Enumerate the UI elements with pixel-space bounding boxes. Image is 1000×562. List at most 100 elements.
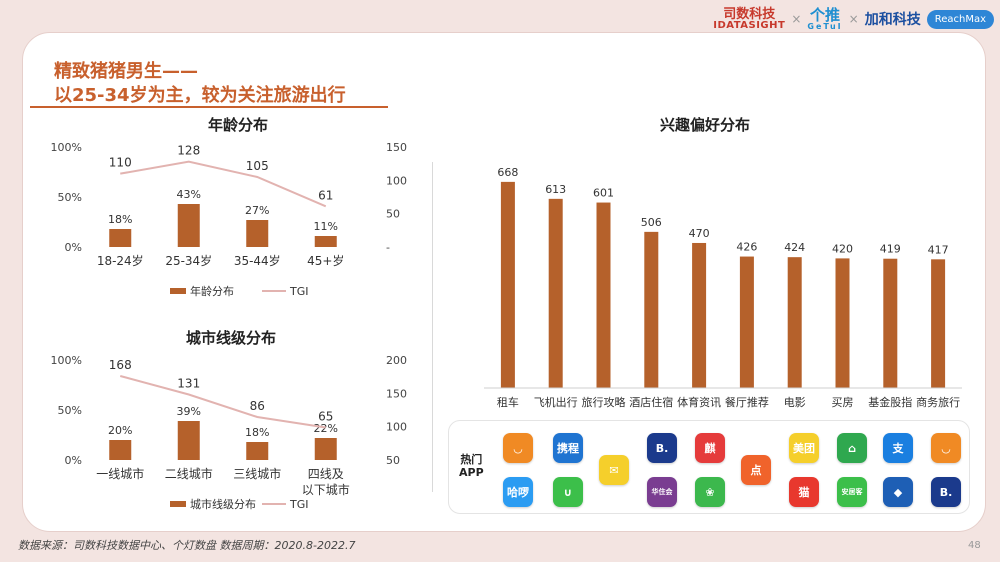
sishu-logo-text: 司数科技 [723,6,776,22]
haluo-icon: 哈啰 [503,477,533,507]
interest-category-label: 商务旅行 [916,395,960,409]
interest-category-label: 基金股指 [868,395,912,409]
fortune-icon: ❀ [695,477,725,507]
city-bar-label: 39% [177,405,201,418]
city-tgi-label: 168 [109,358,132,372]
age-legend-bar-swatch [170,288,186,294]
logo-separator: × [791,12,802,26]
getui-logo-text: 个推 [810,5,841,24]
tongcheng-icon: ∪ [553,477,583,507]
interest-value-label: 420 [832,242,853,255]
age-tgi-label: 61 [318,188,333,202]
getui-logo-en: GeTuI [807,21,843,31]
interest-preference-chart: 668 租车 613 飞机出行 601 旅行攻略 506 酒店住宿 470 体育资讯 426 餐厅推荐… [484,166,962,409]
age-right-tick: - [386,241,390,254]
age-right-tick: 100 [386,174,407,187]
city-bar [314,438,337,460]
age-bar [246,220,269,247]
city-category-label: 一线城市 [96,466,144,481]
interest-category-label: 旅行攻略 [582,395,626,409]
age-legend-bar-label: 年龄分布 [190,284,234,298]
city-tier-chart: 0% 50% 100% 50 100 150 200 20% 39% 18% 22% 168 131 86… [51,354,407,511]
city-legend-line-label: TGI [289,498,309,511]
interest-value-label: 426 [736,241,757,254]
city-right-tick: 150 [386,387,407,400]
age-bar [314,236,337,247]
age-left-tick: 50% [58,191,82,204]
age-tgi-label: 128 [177,144,200,158]
city-chart-title: 城市线级分布 [186,329,277,347]
age-category-label: 18-24岁 [97,253,144,268]
interest-category-label: 酒店住宿 [629,395,673,409]
interest-category-label: 买房 [832,396,854,409]
age-right-tick: 50 [386,208,400,221]
age-bar [109,229,132,247]
interest-value-label: 506 [641,216,662,229]
age-distribution-chart: 0% 50% 100% - 50 100 150 18% 43% 27% 11% 110 128 105 6… [51,141,407,298]
interest-bar [644,231,659,388]
interest-bar [548,198,563,388]
interest-category-label: 飞机出行 [534,395,578,409]
hot-apps-panel: 热门 APP ◡ 哈啰 携程 ∪ ✉ B. 华住会麒 ❀ 点美团猫 ⌂ 安居客支 ◆ ◡ B. [448,420,970,514]
city-tgi-line [119,375,326,429]
page-title: 精致猪猪男生—— 以25-34岁为主，较为关注旅游出行 [54,60,346,108]
title-underline [30,106,388,108]
didi-icon: ◡ [503,433,533,463]
city-bar-label: 20% [108,424,132,437]
didi-2-icon: ◡ [931,433,961,463]
city-left-tick: 100% [51,354,82,367]
sishu-logo: 司数科技 IDATASIGHT [713,8,785,31]
interest-category-label: 租车 [497,395,519,409]
interest-value-label: 668 [497,166,518,179]
booking-icon: B. [647,433,677,463]
age-legend-line-label: TGI [289,285,309,298]
city-tgi-label: 86 [250,399,265,413]
city-tgi-label: 131 [177,377,200,391]
city-category-label: 二线城市 [165,466,213,481]
hot-apps-label: 热门 APP [459,453,484,479]
age-chart-title: 年龄分布 [208,116,269,134]
page-title-line2: 以25-34岁为主，较为关注旅游出行 [54,85,346,106]
city-bar-label: 18% [245,426,269,439]
city-bar [246,442,269,460]
page-number: 48 [968,540,981,551]
data-source-note: 数据来源：司数科技数据中心、个灯数盘 数据周期：2020.8-2022.7 [18,539,356,552]
partner-logos: 司数科技 IDATASIGHT × 个推 GeTuI × 加和科技 ReachM… [713,4,994,34]
age-category-label: 35-44岁 [234,253,281,268]
interest-category-label: 体育资讯 [677,395,721,409]
huazhu-icon: 华住会 [647,477,677,507]
interest-value-label: 417 [928,243,949,256]
section-divider [432,162,433,492]
interest-value-label: 419 [880,243,901,256]
maoyan-icon: 猫 [789,477,819,507]
age-bar-label: 43% [177,188,201,201]
city-left-tick: 50% [58,404,82,417]
city-left-tick: 0% [65,454,82,467]
hot-apps-label-line1: 热门 [460,453,483,466]
interest-chart-title: 兴趣偏好分布 [660,116,751,134]
interest-category-label: 电影 [784,396,806,409]
interest-value-label: 424 [784,241,805,254]
interest-bar [835,258,850,388]
age-category-label: 45+岁 [307,253,344,268]
interest-value-label: 613 [545,183,566,196]
age-right-tick: 150 [386,141,407,154]
anjuke-icon: ⌂ [837,433,867,463]
interest-value-label: 601 [593,187,614,200]
city-tgi-label: 65 [318,410,333,424]
age-tgi-line [120,160,327,208]
age-bar [177,204,200,247]
interest-bar [787,257,802,388]
city-legend-bar-swatch [170,501,186,507]
xiecheng-icon: 携程 [553,433,583,463]
getui-logo: 个推 GeTuI [807,5,843,31]
interest-bar [500,181,515,388]
sishu-logo-en: IDATASIGHT [713,19,786,31]
alipay-icon: 支 [883,433,913,463]
damai-icon: 麒 [695,433,725,463]
age-bar-label: 27% [245,204,269,217]
city-legend-bar-label: 城市线级分布 [190,497,256,511]
city-category-label: 四线及 [308,467,344,481]
age-category-label: 25-34岁 [165,253,212,268]
interest-bar [931,259,946,388]
